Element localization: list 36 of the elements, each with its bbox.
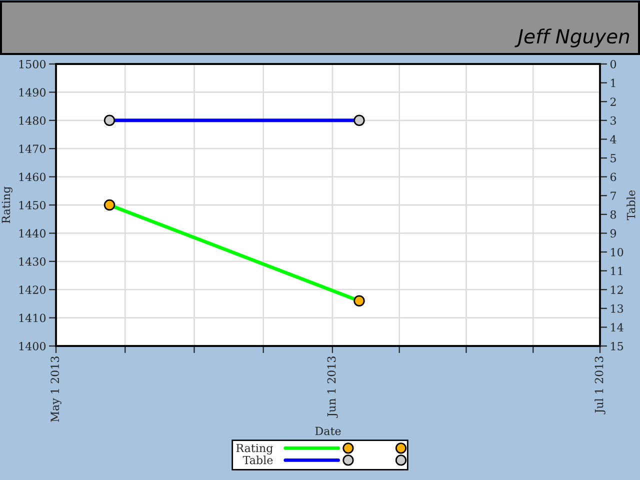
x-axis-title: Date <box>315 426 341 436</box>
y2-tick-label: 3 <box>610 116 616 125</box>
y2-tick-label: 15 <box>611 342 624 350</box>
y2-tick-label: 2 <box>610 98 616 106</box>
y-tick-label: 1460 <box>19 172 46 182</box>
y-tick-label: 1450 <box>19 200 46 210</box>
y2-tick-label: 4 <box>610 135 616 144</box>
legend-label: Table <box>242 456 273 464</box>
y-tick-label: 1430 <box>19 257 46 266</box>
y2-tick-label: 13 <box>611 304 624 313</box>
y-tick-label: 1480 <box>19 116 46 125</box>
y2-tick-label: 0 <box>610 60 616 68</box>
legend-label: Rating <box>236 444 273 455</box>
y2-tick-label: 7 <box>610 192 616 200</box>
y-tick-label: 1410 <box>19 314 46 322</box>
y2-tick-label: 5 <box>610 154 616 162</box>
y2-tick-label: 6 <box>610 172 616 182</box>
x-tick-label: May 1 2013 <box>50 356 62 422</box>
y2-tick-label: 10 <box>611 248 624 256</box>
chart-title: Jeff Nguyen <box>514 28 630 48</box>
y2-tick-label: 9 <box>610 229 616 238</box>
y2-tick-label: 11 <box>611 266 622 276</box>
y-tick-label: 1400 <box>19 342 46 350</box>
y-tick-label: 1440 <box>19 229 46 238</box>
x-tick-label: Jun 1 2013 <box>327 356 338 418</box>
y-tick-label: 1500 <box>19 60 46 68</box>
y2-tick-label: 1 <box>611 78 616 88</box>
y2-tick-label: 8 <box>610 210 616 219</box>
x-tick-label: Jul 1 2013 <box>594 356 606 414</box>
y-tick-label: 1470 <box>19 144 46 153</box>
y-axis-title: Rating <box>2 186 12 224</box>
y2-axis-title: Table <box>626 190 636 220</box>
y2-tick-label: 14 <box>611 323 624 332</box>
y2-tick-label: 12 <box>611 286 623 294</box>
y-tick-label: 1490 <box>19 88 46 97</box>
y-tick-label: 1420 <box>19 286 46 294</box>
